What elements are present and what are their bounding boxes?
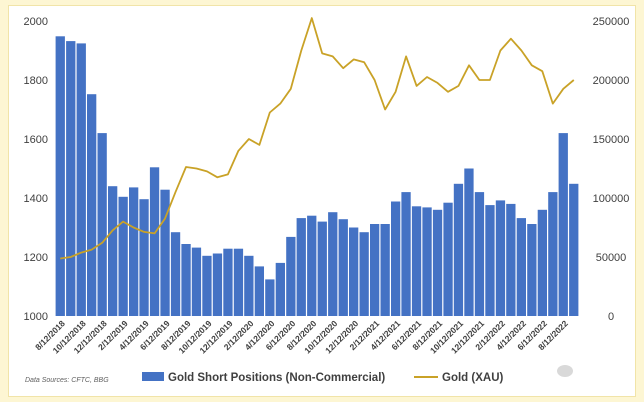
short-position-bar xyxy=(464,168,474,316)
short-position-bar xyxy=(453,183,464,316)
short-position-bar xyxy=(265,279,275,316)
short-position-bar xyxy=(160,189,170,316)
short-position-bar xyxy=(139,199,149,316)
short-position-bar xyxy=(495,200,506,316)
short-position-bar xyxy=(212,253,223,316)
short-position-bar xyxy=(370,224,380,316)
short-position-bar xyxy=(170,232,181,316)
short-position-bar xyxy=(233,248,244,316)
left-axis-ticks: 1000 1200 1400 1600 1800 2000 xyxy=(24,16,48,323)
left-tick-label: 1400 xyxy=(24,193,48,205)
short-position-bar xyxy=(558,133,568,316)
left-tick-label: 1800 xyxy=(24,75,48,87)
right-tick-label: 0 xyxy=(608,311,614,323)
short-position-bar xyxy=(359,232,369,316)
short-position-bar xyxy=(97,133,107,316)
short-position-bar xyxy=(307,215,317,316)
left-tick-label: 2000 xyxy=(24,16,48,28)
right-tick-label: 50000 xyxy=(596,252,627,264)
short-position-bar xyxy=(118,196,128,316)
short-position-bar xyxy=(55,36,65,317)
short-position-bar xyxy=(422,207,432,316)
legend-label-short-positions: Gold Short Positions (Non-Commercial) xyxy=(168,372,385,384)
watermark-logo: 金投网 xyxy=(557,365,605,378)
right-tick-label: 150000 xyxy=(593,134,630,146)
short-position-bar xyxy=(328,212,338,316)
left-tick-label: 1200 xyxy=(24,252,48,264)
x-axis-ticks: 8/12/201810/12/201812/12/20182/12/20194/… xyxy=(33,318,570,355)
source-note: Data Sources: CFTC, BBG xyxy=(25,377,109,384)
short-position-bar xyxy=(432,209,443,316)
legend-swatch-short-positions xyxy=(142,372,164,381)
short-position-bar xyxy=(202,255,212,316)
short-position-bar xyxy=(349,227,359,316)
short-position-bar xyxy=(191,247,202,316)
right-axis-ticks: 0 50000 100000 150000 200000 250000 xyxy=(593,16,630,323)
left-tick-label: 1600 xyxy=(24,134,48,146)
short-position-bar xyxy=(443,202,453,316)
left-tick-label: 1000 xyxy=(24,311,48,323)
short-position-bar xyxy=(244,255,254,316)
legend-label-gold: Gold (XAU) xyxy=(442,372,503,384)
short-position-bar xyxy=(527,224,537,316)
short-position-bar xyxy=(537,209,547,316)
short-position-bar xyxy=(338,219,348,316)
short-position-bar xyxy=(254,266,264,316)
short-position-bar xyxy=(485,205,495,316)
short-position-bar xyxy=(548,192,558,316)
short-position-bar xyxy=(275,262,285,316)
watermark-text: 金投网 xyxy=(575,365,605,378)
legend: Gold Short Positions (Non-Commercial) Go… xyxy=(142,372,503,384)
short-position-bar xyxy=(391,201,401,316)
short-position-bar xyxy=(380,224,390,316)
short-position-bar xyxy=(149,167,160,316)
short-position-bar xyxy=(223,248,233,316)
short-position-bar xyxy=(317,221,327,316)
chart-frame: 1000 1200 1400 1600 1800 2000 0 50000 100000 150… xyxy=(8,5,636,397)
short-position-bar xyxy=(87,94,97,316)
short-position-bar xyxy=(286,236,296,316)
short-position-bar xyxy=(181,244,191,316)
right-tick-label: 250000 xyxy=(593,16,630,28)
short-position-bar xyxy=(516,218,526,316)
short-position-bar xyxy=(506,203,516,316)
short-position-bar xyxy=(569,183,579,316)
short-position-bar xyxy=(66,41,76,316)
short-position-bar xyxy=(296,218,306,316)
gold-price-line xyxy=(60,17,575,260)
chart: 1000 1200 1400 1600 1800 2000 0 50000 100000 150… xyxy=(24,16,630,384)
short-positions-bars xyxy=(55,36,579,317)
short-position-bar xyxy=(411,206,422,316)
short-position-bar xyxy=(108,186,118,316)
short-position-bar xyxy=(401,192,411,316)
short-position-bar xyxy=(129,187,139,316)
right-tick-label: 100000 xyxy=(593,193,630,205)
short-position-bar xyxy=(76,43,86,317)
right-tick-label: 200000 xyxy=(593,75,630,87)
short-position-bar xyxy=(474,192,485,316)
